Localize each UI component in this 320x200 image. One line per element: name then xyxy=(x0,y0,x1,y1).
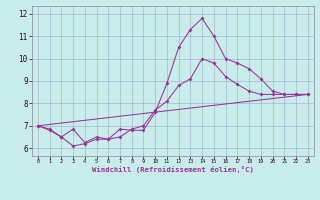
X-axis label: Windchill (Refroidissement éolien,°C): Windchill (Refroidissement éolien,°C) xyxy=(92,166,254,173)
